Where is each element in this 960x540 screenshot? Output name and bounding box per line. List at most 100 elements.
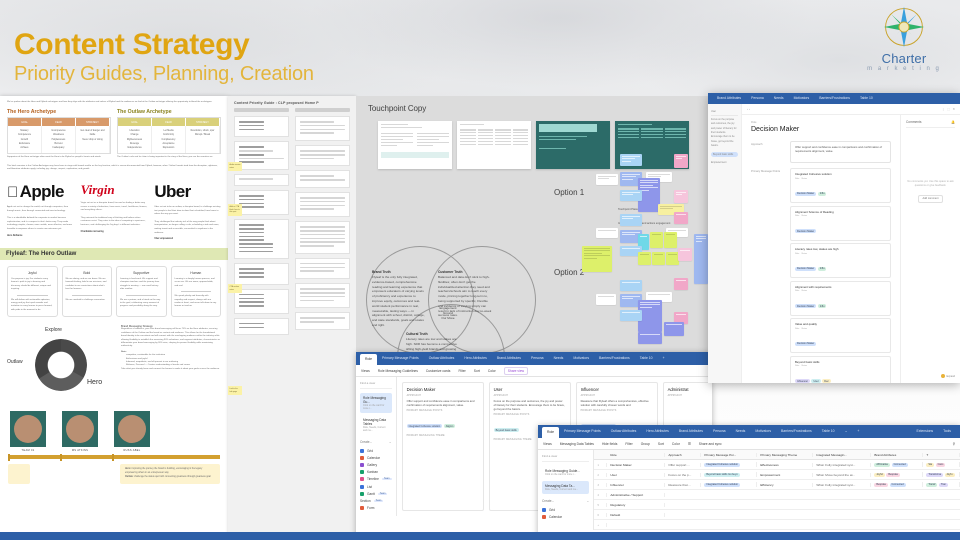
comments-panel[interactable]: Comments 🔔 No comments yet. Use this spa…	[900, 115, 960, 383]
grid-table-tab-bar[interactable]: Role Primary Message Points Outlaw Attri…	[538, 425, 960, 438]
sticky-note[interactable]	[666, 252, 679, 265]
sticky-note[interactable]	[646, 172, 672, 182]
sticky-note-2[interactable]: Adds a CTA block here to this spot	[228, 204, 242, 217]
create-view-header[interactable]: Create... ⌄	[360, 440, 392, 444]
sticky-note-3[interactable]: CTA section notes	[228, 284, 242, 294]
linked-record[interactable]: Beyond basic skills Role Notes Influence…	[790, 355, 891, 383]
record-title[interactable]: Decision Maker	[751, 126, 800, 133]
sticky-note[interactable]	[658, 204, 684, 215]
sticky-note[interactable]	[620, 172, 642, 186]
sticky-note[interactable]	[664, 232, 677, 248]
tab-barriers-frustrations[interactable]: Barriers/Frustrations	[599, 356, 630, 360]
tab-persona[interactable]: Persona	[751, 96, 764, 100]
customize-cards-button[interactable]: Customize cards	[425, 368, 451, 373]
sticky-note[interactable]	[674, 312, 688, 324]
table-row[interactable]: 4 Administrative / Support	[594, 490, 960, 500]
views-button[interactable]: Views	[543, 441, 552, 446]
sticky-note-4[interactable]: Link to the hub page	[228, 386, 242, 396]
sticky-note[interactable]	[620, 294, 642, 307]
sticky-note[interactable]	[666, 228, 688, 237]
table-row[interactable]: 3 Influencer Reassure that ... Integrate…	[594, 480, 960, 490]
create-view-list[interactable]: List	[360, 483, 392, 490]
sticky-note[interactable]	[650, 232, 663, 248]
tab-brand-attributes[interactable]: Brand Attributes	[496, 356, 521, 360]
view-search-input[interactable]: Find a view	[542, 454, 590, 462]
gallery-card-decision-maker[interactable]: Decision Maker APPROACH Offer support an…	[401, 382, 484, 511]
sticky-note[interactable]	[652, 252, 665, 265]
field-value-approach[interactable]: Offer support and confidence ease in com…	[790, 141, 891, 163]
search-icon[interactable]: ⚲	[952, 441, 955, 446]
tab-outlaw-attributes[interactable]: Outlaw Attributes	[610, 429, 637, 433]
tab-motivators[interactable]: Motivators	[573, 356, 590, 360]
sticky-note[interactable]	[674, 278, 688, 290]
view-search-input[interactable]: Find a view	[360, 381, 392, 389]
tab-needs[interactable]: Needs	[735, 429, 746, 433]
sticky-note[interactable]	[620, 310, 642, 321]
modal-table-tab-bar[interactable]: Brand Attributes Persona Needs Motivator…	[708, 93, 960, 104]
attribute-card-bold[interactable]: Bold We are daring, and we are brave. We…	[61, 266, 112, 318]
sticky-note[interactable]	[620, 214, 642, 226]
extensions-button[interactable]: Extensions	[916, 429, 934, 433]
table-row[interactable]: 6 Default	[594, 510, 960, 520]
slide-thumbnail-2[interactable]	[457, 121, 531, 169]
group-button[interactable]: Group	[640, 441, 650, 446]
tab-barriers-frustrations[interactable]: Barriers/Frustrations	[781, 429, 812, 433]
row-height-icon[interactable]: ☰	[687, 441, 691, 446]
filter-button[interactable]: Filter	[458, 368, 466, 373]
column-header-brand-attributes[interactable]: Brand Attributes	[871, 452, 924, 457]
airtable-grid-window[interactable]: Role Primary Message Points Outlaw Attri…	[538, 425, 960, 540]
table-row[interactable]: 1 Decision Maker Offer support ... Integ…	[594, 460, 960, 470]
sticky-note[interactable]	[694, 234, 708, 284]
attribute-card-human[interactable]: Human Learning is a deeply human process…	[170, 266, 221, 318]
tab-role[interactable]: Role	[542, 427, 559, 438]
sticky-note[interactable]	[674, 190, 688, 203]
sticky-note[interactable]	[596, 294, 616, 305]
column-header-role[interactable]: Role	[607, 452, 666, 457]
table-row[interactable]: 5 Regulatory	[594, 500, 960, 510]
sticky-note[interactable]	[620, 280, 642, 291]
linked-record[interactable]: Integrated Cohesive solution Role Notes …	[790, 168, 891, 203]
sticky-note[interactable]	[638, 252, 651, 265]
sticky-note[interactable]	[646, 292, 672, 302]
sort-button[interactable]: Sort	[473, 368, 480, 373]
comments-tab-label[interactable]: Comments	[906, 120, 922, 124]
sticky-note[interactable]	[582, 246, 612, 272]
column-header-next[interactable]: T	[923, 452, 960, 457]
sticky-note[interactable]	[620, 154, 642, 166]
add-table-button[interactable]: +	[662, 356, 665, 360]
column-header-integrated-messaging[interactable]: Integrated Messagin...	[813, 452, 872, 457]
share-view-button[interactable]: Share view	[503, 366, 529, 375]
sticky-note[interactable]	[638, 178, 660, 212]
share-and-sync-button[interactable]: Share and sync	[698, 441, 722, 446]
tab-overflow-icon[interactable]: ⌄	[844, 429, 848, 433]
option-sticky-map[interactable]: Option 1 Option 2 Option 3	[546, 146, 712, 436]
record-fields-panel[interactable]: Role Decision Maker Approach Offer suppo…	[742, 115, 900, 383]
create-view-calendar[interactable]: Calendar	[360, 454, 392, 461]
column-header-approach[interactable]: Approach	[665, 452, 702, 457]
table-tab-bar[interactable]: Role Primary Message Points Outlaw Attri…	[356, 352, 712, 365]
tab-needs[interactable]: Needs	[773, 96, 784, 100]
create-view-grid[interactable]: Grid	[360, 447, 392, 454]
sidebar-view-role-messaging[interactable]: Role Messaging Guide... Click on the card…	[545, 469, 580, 476]
sticky-note[interactable]	[664, 322, 684, 336]
create-view-kanban[interactable]: Kanban	[360, 469, 392, 476]
create-view-form[interactable]: Form	[360, 505, 392, 512]
filter-button[interactable]: Filter	[625, 441, 633, 446]
sort-button[interactable]: Sort	[657, 441, 664, 446]
slide-thumbnail-3[interactable]	[536, 121, 610, 169]
linked-record[interactable]: Alignment with requirements Role Notes D…	[790, 280, 891, 316]
color-button[interactable]: Color	[487, 368, 496, 373]
create-view-calendar[interactable]: Calendar	[542, 513, 589, 520]
tab-motivators[interactable]: Motivators	[755, 429, 772, 433]
sticky-note[interactable]	[674, 154, 688, 168]
tab-hero-attributes[interactable]: Hero Attributes	[646, 429, 669, 433]
create-view-grid[interactable]: Grid	[542, 506, 589, 513]
tab-table-10[interactable]: Table 10	[639, 356, 653, 360]
sticky-note[interactable]	[674, 212, 688, 224]
linked-record[interactable]: Literacy rates low, stakes are high Role…	[790, 243, 891, 278]
current-view-name[interactable]: Messaging Data Tables	[559, 441, 594, 446]
view-toolbar[interactable]: Views Role Messaging Guidelines Customiz…	[356, 365, 712, 377]
attribute-card-supportive[interactable]: Supportive Learning is hard work. We sup…	[116, 266, 167, 318]
sticky-note[interactable]	[638, 300, 662, 332]
slide-thumbnail-1[interactable]	[378, 121, 452, 169]
